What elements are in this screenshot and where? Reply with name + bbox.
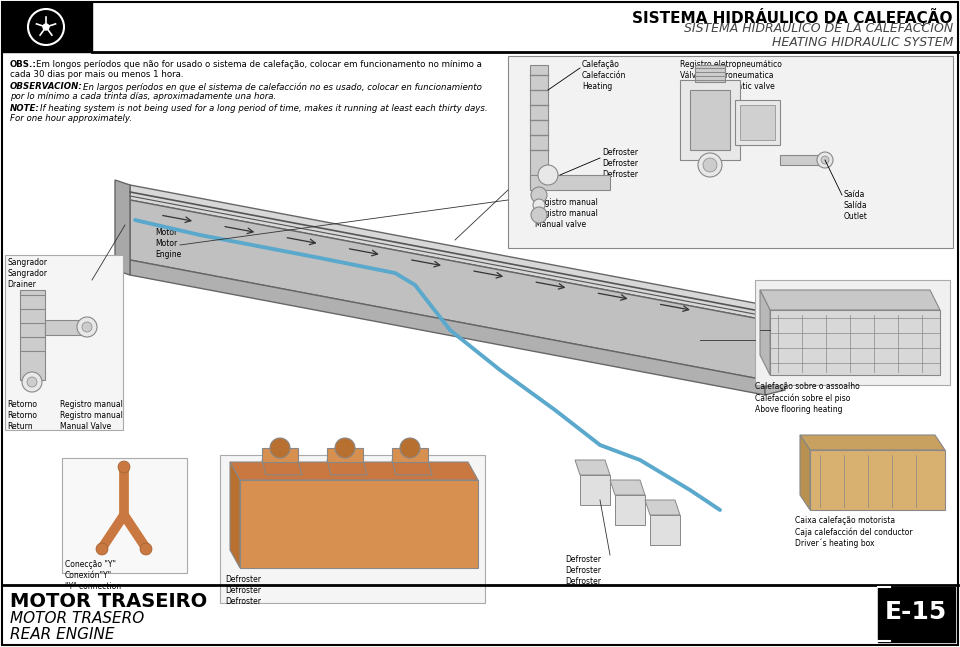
Circle shape — [118, 461, 130, 473]
Polygon shape — [650, 515, 680, 545]
Text: MOTOR TRASERO: MOTOR TRASERO — [10, 611, 144, 626]
Polygon shape — [615, 495, 645, 525]
Text: Conecção "Y"
Conexión"Y"
"Y" connection: Conecção "Y" Conexión"Y" "Y" connection — [65, 560, 121, 591]
Polygon shape — [115, 180, 130, 275]
Polygon shape — [530, 175, 610, 190]
Circle shape — [48, 31, 56, 39]
Polygon shape — [130, 200, 765, 380]
Circle shape — [140, 543, 152, 555]
Circle shape — [270, 438, 290, 458]
Polygon shape — [327, 460, 367, 475]
Text: OBS.:: OBS.: — [10, 60, 36, 69]
Text: Calefação sobre o assoalho
Calefacción sobre el piso
Above flooring heating: Calefação sobre o assoalho Calefacción s… — [755, 382, 860, 414]
Bar — [878, 587, 955, 642]
Circle shape — [77, 317, 97, 337]
Circle shape — [36, 31, 44, 39]
Bar — [62, 458, 187, 573]
Polygon shape — [695, 65, 725, 82]
Polygon shape — [20, 290, 45, 380]
Circle shape — [400, 438, 420, 458]
Text: If heating system is not being used for a long period of time, makes it running : If heating system is not being used for … — [40, 104, 488, 113]
Circle shape — [42, 13, 50, 21]
Circle shape — [52, 20, 60, 28]
Polygon shape — [610, 480, 645, 495]
Text: En largos períodos en que el sistema de calefacción no es usado, colocar en func: En largos períodos en que el sistema de … — [83, 82, 482, 91]
Circle shape — [533, 199, 545, 211]
Text: Registro eletropneumático
Válvula eletroneumatica
Electric pneumatic valve: Registro eletropneumático Válvula eletro… — [680, 60, 781, 91]
Circle shape — [41, 22, 51, 32]
Polygon shape — [45, 320, 85, 335]
Polygon shape — [130, 185, 765, 320]
Polygon shape — [760, 290, 940, 310]
Polygon shape — [690, 90, 730, 150]
Polygon shape — [230, 462, 240, 568]
Circle shape — [821, 156, 829, 164]
Text: Registro manual
Registro manual
Manual valve: Registro manual Registro manual Manual v… — [535, 198, 598, 229]
Text: Defroster
Defroster
Defroster: Defroster Defroster Defroster — [565, 555, 601, 586]
Polygon shape — [580, 475, 610, 505]
Polygon shape — [530, 65, 548, 185]
Circle shape — [531, 187, 547, 203]
Circle shape — [698, 153, 722, 177]
Polygon shape — [262, 448, 298, 462]
Circle shape — [335, 438, 355, 458]
Text: Motor
Motor
Engine: Motor Motor Engine — [155, 228, 181, 259]
Circle shape — [96, 543, 108, 555]
Polygon shape — [770, 310, 940, 375]
Polygon shape — [680, 80, 740, 160]
Circle shape — [43, 24, 49, 30]
Polygon shape — [130, 260, 765, 395]
Polygon shape — [230, 462, 478, 480]
Text: MOTOR TRASEIRO: MOTOR TRASEIRO — [10, 592, 207, 611]
Circle shape — [82, 322, 92, 332]
Polygon shape — [327, 448, 363, 462]
Text: Defroster
Defroster
Defroster: Defroster Defroster Defroster — [225, 575, 261, 606]
Text: Em longos períodos que não for usado o sistema de calefação, colocar em funciona: Em longos períodos que não for usado o s… — [36, 60, 482, 69]
Text: Sangrador
Sangrador
Drainer: Sangrador Sangrador Drainer — [7, 258, 47, 289]
Bar — [508, 56, 953, 248]
Polygon shape — [262, 460, 302, 475]
Polygon shape — [800, 435, 945, 450]
Text: por lo mínimo a cada trinta días, aproximadamente una hora.: por lo mínimo a cada trinta días, aproxi… — [10, 92, 276, 101]
Bar — [2, 2, 92, 52]
Polygon shape — [800, 435, 810, 510]
Circle shape — [27, 377, 37, 387]
Polygon shape — [392, 448, 428, 462]
Polygon shape — [575, 460, 610, 475]
Polygon shape — [765, 300, 785, 395]
Text: SISTEMA HIDRAULICO DE LA CALEFACCION: SISTEMA HIDRAULICO DE LA CALEFACCION — [684, 22, 953, 35]
Text: E-15: E-15 — [885, 600, 948, 624]
Text: HEATING HIDRAULIC SYSTEM: HEATING HIDRAULIC SYSTEM — [772, 36, 953, 49]
Text: NOTE:: NOTE: — [10, 104, 40, 113]
Text: Defroster
Defroster
Defroster: Defroster Defroster Defroster — [602, 148, 638, 179]
Text: OBSERVACION:: OBSERVACION: — [10, 82, 83, 91]
Text: SISTEMA HIDRÁULICO DA CALEFAÇÃO: SISTEMA HIDRÁULICO DA CALEFAÇÃO — [633, 8, 953, 26]
Text: cada 30 dias por mais ou menos 1 hora.: cada 30 dias por mais ou menos 1 hora. — [10, 70, 183, 79]
Polygon shape — [240, 480, 478, 568]
Polygon shape — [780, 155, 820, 165]
Circle shape — [703, 158, 717, 172]
Text: Retorno
Retorno
Return: Retorno Retorno Return — [7, 400, 37, 431]
Text: Caixa calefação motorista
Caja calefacción del conductor
Driver´s heating box: Caixa calefação motorista Caja calefacci… — [795, 516, 913, 549]
Bar — [5, 255, 123, 430]
Text: For one hour approximately.: For one hour approximately. — [10, 114, 132, 123]
Circle shape — [817, 152, 833, 168]
Text: Registro manual
Registro manual
Manual Valve: Registro manual Registro manual Manual V… — [60, 400, 123, 431]
Polygon shape — [760, 290, 770, 375]
Circle shape — [531, 207, 547, 223]
Text: Saída
Salída
Outlet: Saída Salída Outlet — [844, 190, 868, 221]
Polygon shape — [740, 105, 775, 140]
Text: Calefação
Calefacción
Heating: Calefação Calefacción Heating — [582, 60, 626, 91]
Polygon shape — [392, 460, 432, 475]
Bar — [755, 280, 950, 385]
Circle shape — [538, 165, 558, 185]
Text: REAR ENGINE: REAR ENGINE — [10, 627, 114, 642]
Polygon shape — [735, 100, 780, 145]
Circle shape — [33, 20, 40, 28]
Polygon shape — [810, 450, 945, 510]
Bar — [220, 455, 485, 603]
Polygon shape — [645, 500, 680, 515]
Circle shape — [22, 372, 42, 392]
